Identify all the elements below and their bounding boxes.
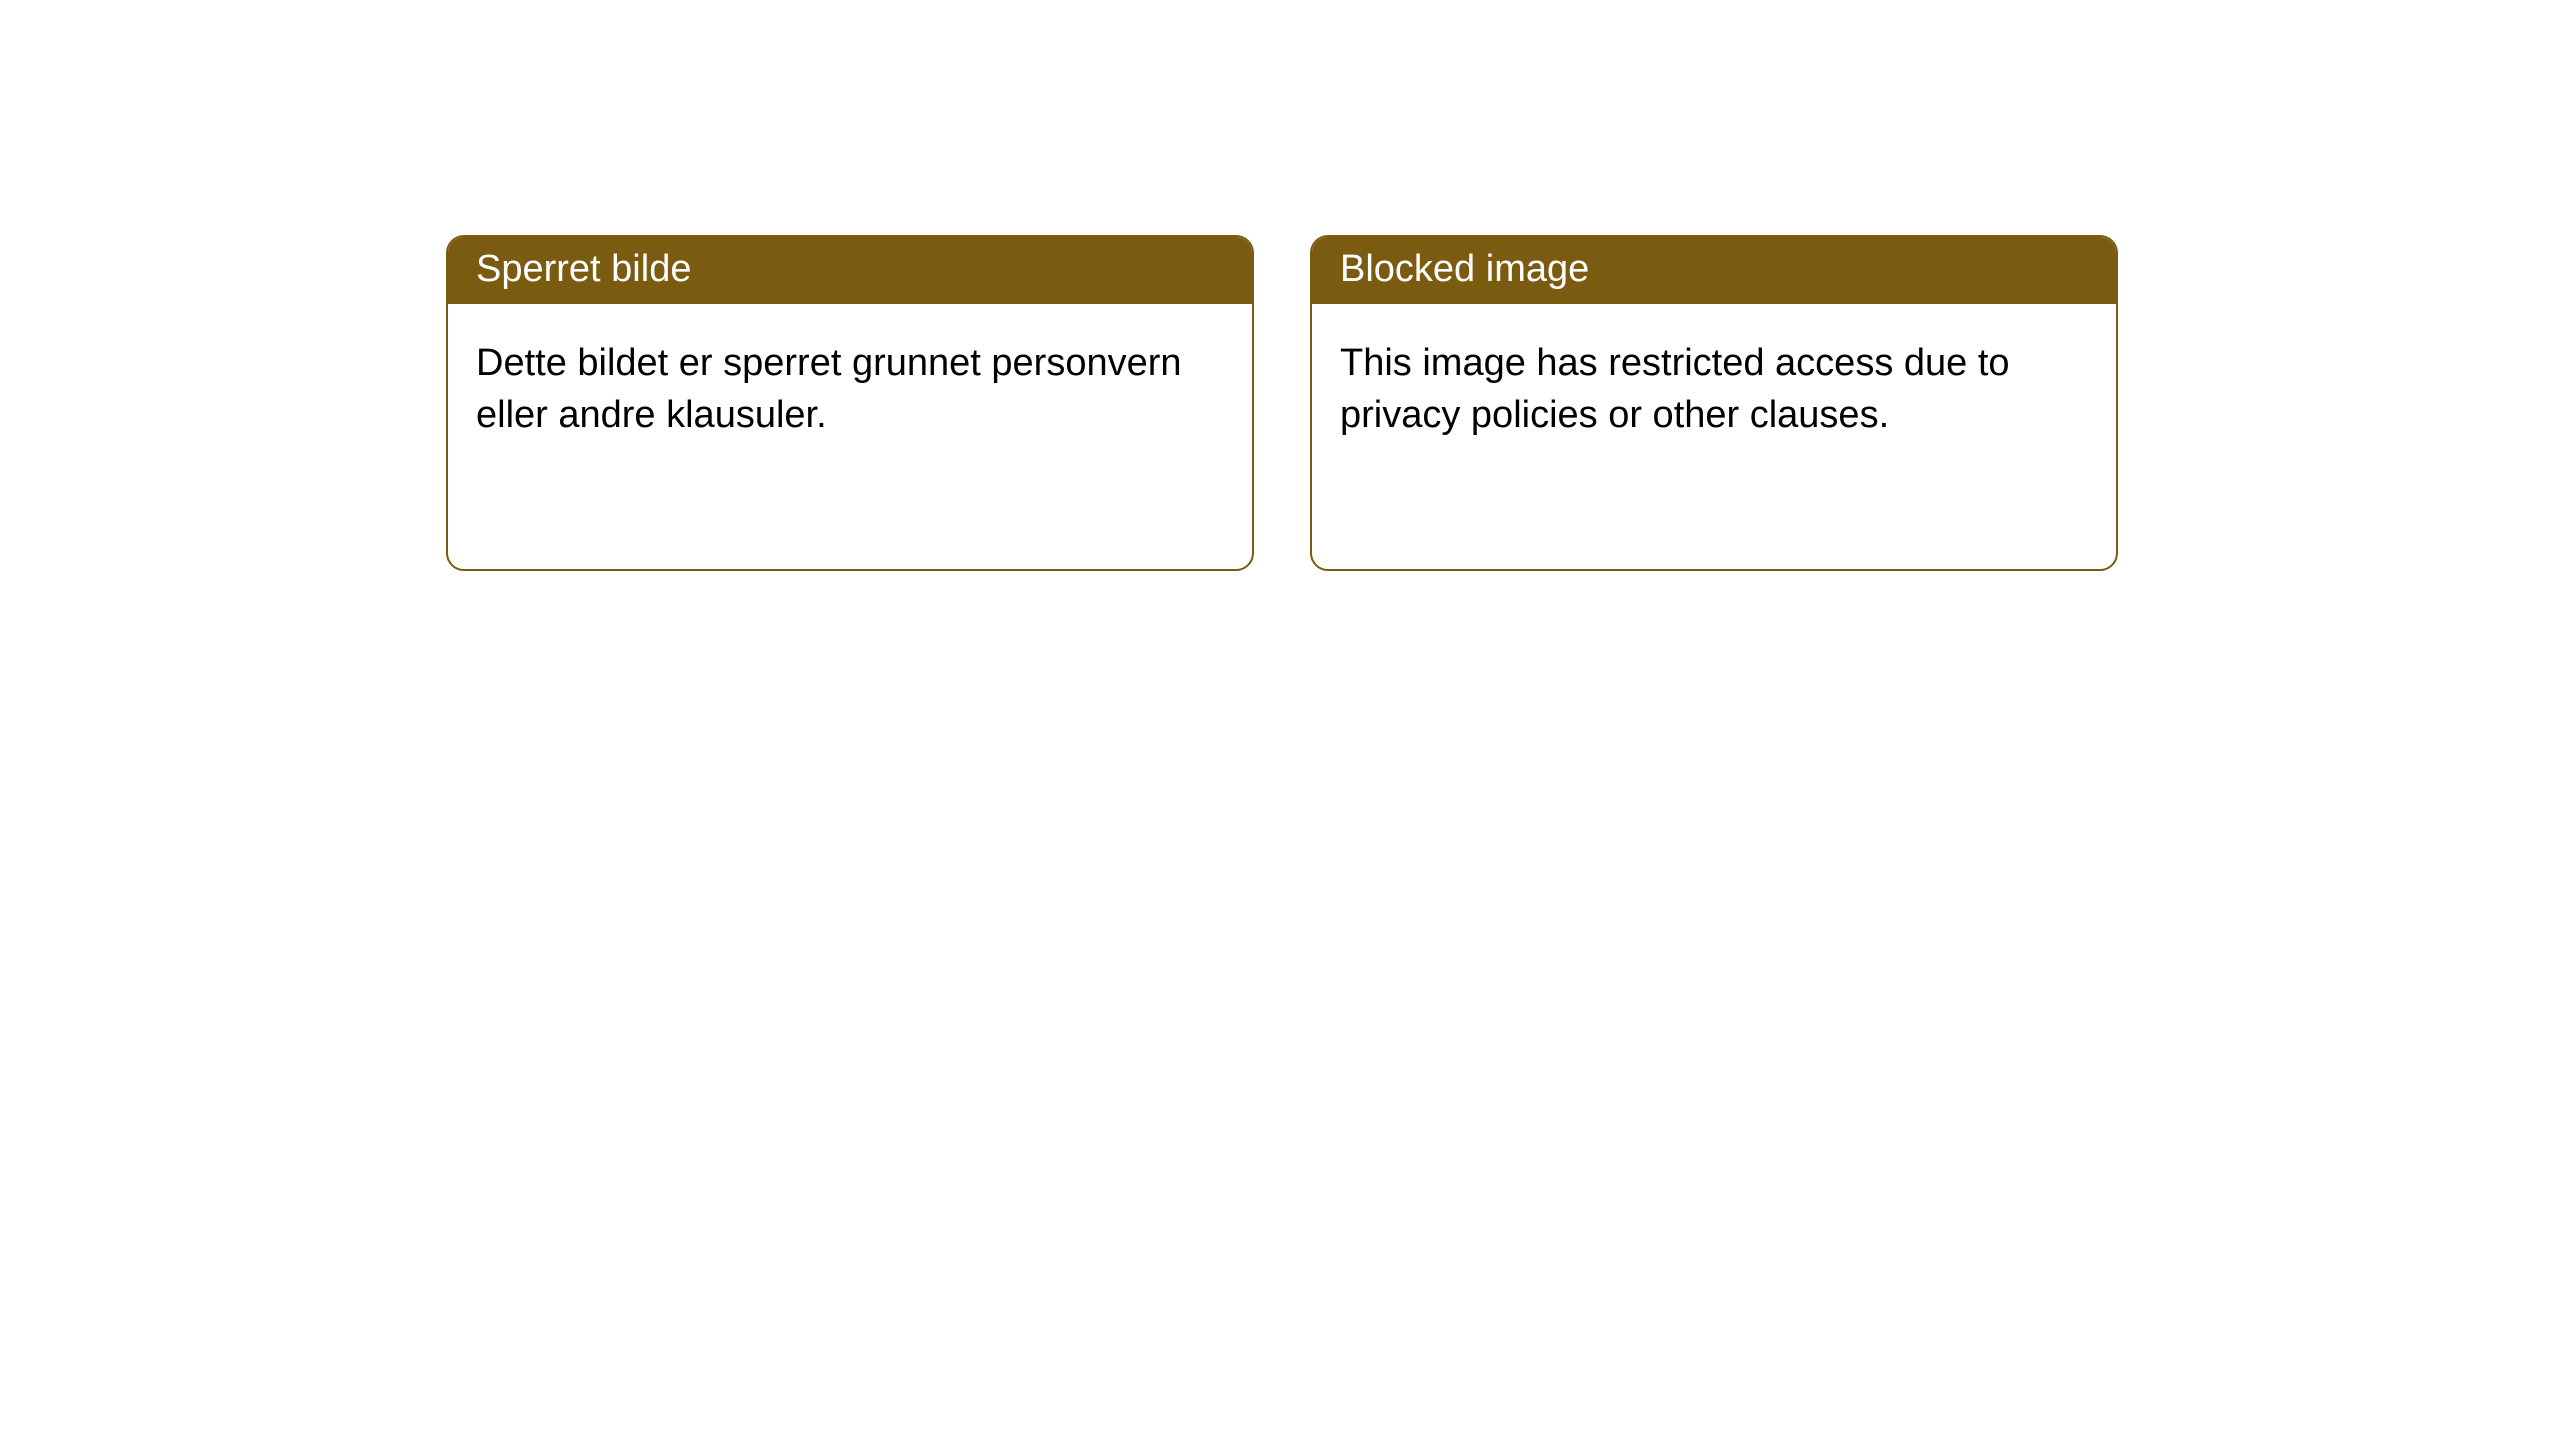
notice-title: Sperret bilde xyxy=(448,237,1252,304)
notice-card-english: Blocked image This image has restricted … xyxy=(1310,235,2118,571)
notice-body: This image has restricted access due to … xyxy=(1312,304,2116,475)
notice-title: Blocked image xyxy=(1312,237,2116,304)
notice-card-norwegian: Sperret bilde Dette bildet er sperret gr… xyxy=(446,235,1254,571)
notice-container: Sperret bilde Dette bildet er sperret gr… xyxy=(0,0,2560,571)
notice-body: Dette bildet er sperret grunnet personve… xyxy=(448,304,1252,475)
